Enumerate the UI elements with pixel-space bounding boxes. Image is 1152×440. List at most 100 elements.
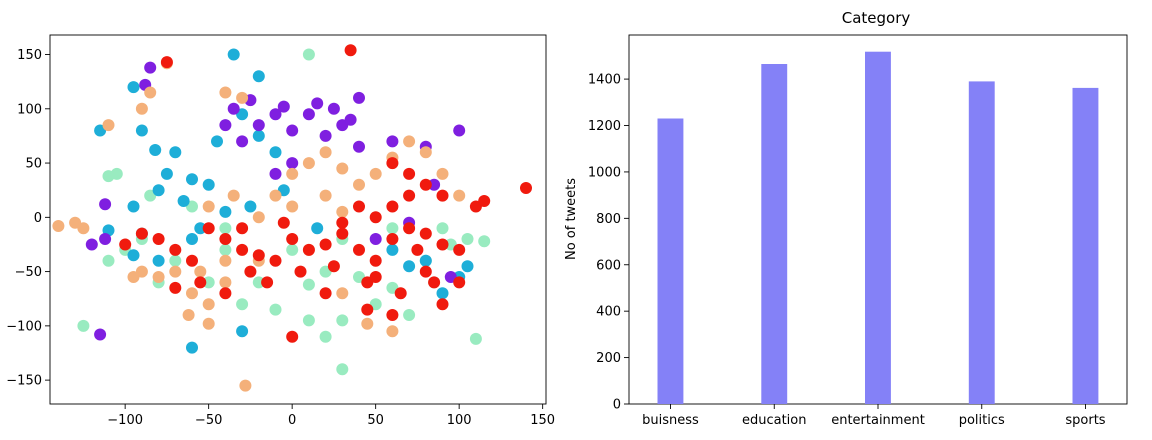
scatter-point <box>319 330 332 343</box>
scatter-point <box>319 189 332 202</box>
scatter-point <box>419 178 432 191</box>
scatter-point <box>403 309 416 321</box>
scatter-point <box>236 91 249 104</box>
scatter-point <box>336 205 349 218</box>
scatter-point <box>236 135 249 148</box>
scatter-y-tick-label: 50 <box>25 157 42 172</box>
scatter-point <box>336 227 349 240</box>
scatter-point <box>386 222 399 235</box>
scatter-point <box>369 254 382 267</box>
scatter-point <box>336 363 349 376</box>
scatter-point <box>419 146 432 159</box>
scatter-point <box>319 129 332 142</box>
scatter-y-tick-label: 100 <box>17 102 42 117</box>
scatter-y-tick-label: −50 <box>15 265 42 280</box>
scatter-point <box>85 238 98 251</box>
scatter-point <box>353 91 365 104</box>
scatter-point <box>144 86 157 99</box>
scatter-point <box>186 287 198 300</box>
scatter-point <box>302 243 315 256</box>
scatter-point <box>353 178 365 191</box>
scatter-x-tick-label: −50 <box>195 413 222 428</box>
bar-x-axis: buisness education entertainment politics sp… <box>642 404 1106 428</box>
bar-y-tick-label: 600 <box>596 258 621 273</box>
scatter-point <box>453 276 466 289</box>
scatter-point <box>419 265 432 278</box>
scatter-x-axis: −100 −50 0 50 100 150 <box>107 404 555 428</box>
scatter-point <box>94 328 107 341</box>
scatter-point <box>77 222 90 235</box>
scatter-point <box>227 102 240 115</box>
scatter-point <box>135 227 148 240</box>
scatter-point <box>177 195 190 207</box>
scatter-point <box>186 254 198 267</box>
scatter-point <box>160 56 173 69</box>
scatter-point <box>344 44 357 57</box>
scatter-point <box>219 287 232 300</box>
scatter-point <box>336 216 349 229</box>
scatter-point <box>403 189 416 202</box>
scatter-point <box>319 146 332 159</box>
bar-y-tick-label: 800 <box>596 212 621 227</box>
scatter-point <box>236 298 249 311</box>
scatter-point <box>294 265 307 278</box>
scatter-point <box>269 303 282 316</box>
scatter-point <box>244 265 257 278</box>
scatter-point <box>386 233 399 245</box>
scatter-point <box>102 119 115 132</box>
bar-x-tick-label: education <box>742 413 807 428</box>
scatter-point <box>277 100 290 113</box>
scatter-point <box>202 317 215 330</box>
scatter-point <box>269 167 282 180</box>
scatter-point <box>369 211 382 224</box>
bar-x-tick-label: buisness <box>642 413 699 428</box>
bar-politics <box>968 81 995 405</box>
scatter-point <box>386 157 399 170</box>
scatter-point <box>219 233 232 245</box>
scatter-point <box>453 243 466 256</box>
scatter-point <box>239 379 252 392</box>
scatter-point <box>99 198 112 211</box>
scatter-point <box>369 233 382 245</box>
scatter-plot-frame <box>49 34 547 405</box>
scatter-point <box>169 265 182 278</box>
scatter-point <box>478 235 491 248</box>
scatter-point <box>428 276 441 289</box>
bar-y-tick-label: 400 <box>596 305 621 320</box>
scatter-point <box>453 189 466 202</box>
scatter-point <box>194 276 207 289</box>
scatter-point <box>169 146 182 159</box>
scatter-point <box>202 178 215 191</box>
scatter-point <box>219 86 232 99</box>
bar-y-axis-label: No of tweets <box>564 178 579 260</box>
scatter-point <box>102 254 115 267</box>
scatter-point <box>478 195 491 207</box>
scatter-point <box>327 260 340 273</box>
scatter-point <box>152 233 165 245</box>
bar-buisness <box>657 118 684 404</box>
scatter-point <box>211 135 223 148</box>
scatter-point <box>219 205 232 218</box>
scatter-point <box>319 287 332 300</box>
scatter-point <box>336 162 349 175</box>
scatter-y-tick-label: −150 <box>6 374 42 389</box>
scatter-point <box>302 48 315 61</box>
scatter-point <box>127 81 140 94</box>
bar-y-tick-label: 0 <box>613 398 621 413</box>
scatter-point <box>353 200 365 213</box>
scatter-point <box>252 276 265 289</box>
scatter-point <box>119 238 132 251</box>
scatter-y-tick-label: 0 <box>34 211 42 226</box>
scatter-point <box>286 200 299 213</box>
scatter-point <box>219 119 232 132</box>
scatter-point <box>394 287 407 300</box>
scatter-point <box>286 243 299 256</box>
scatter-point <box>319 238 332 251</box>
scatter-point <box>202 298 215 311</box>
scatter-x-tick-label: 0 <box>288 413 296 428</box>
scatter-point <box>286 157 299 170</box>
scatter-point <box>344 113 357 126</box>
scatter-point <box>52 220 65 232</box>
scatter-point <box>361 303 374 316</box>
